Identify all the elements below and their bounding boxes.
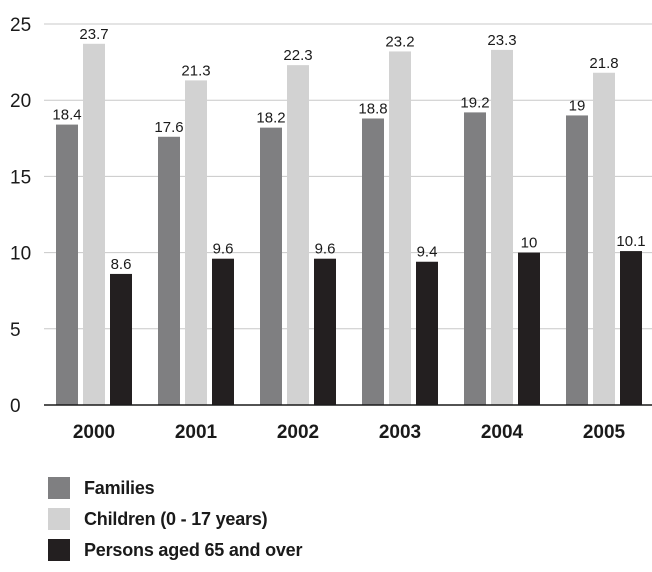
- legend-label-children: Children (0 - 17 years): [84, 508, 268, 529]
- bar-2005-s1: [593, 72, 615, 405]
- legend-swatch-persons-65-plus: [48, 539, 70, 561]
- data-label-2004-s1: 23.3: [487, 32, 516, 49]
- data-label-2002-s1: 22.3: [283, 47, 312, 64]
- x-tick-label-2005: 2005: [583, 422, 626, 440]
- bar-2003-s0: [362, 118, 384, 405]
- bars: [56, 43, 642, 406]
- bar-2001-s0: [158, 136, 180, 405]
- y-tick-label-10: 10: [10, 244, 31, 265]
- data-labels: 18.4 23.7 8.6 17.6 21.3 9.6 18.2 22.3 9.6 18.8 23.…: [52, 26, 645, 273]
- data-label-2003-s0: 18.8: [358, 100, 387, 117]
- legend-swatch-children: [48, 508, 70, 530]
- bar-2000-s0: [56, 124, 78, 406]
- bar-2004-s1: [491, 49, 513, 406]
- x-axis-ticks: 2000 2001 2002 2003 2004 2005: [73, 422, 626, 440]
- y-tick-label-15: 15: [10, 167, 31, 188]
- bar-2003-s2: [416, 261, 438, 405]
- legend-swatch-families: [48, 477, 70, 499]
- bar-2003-s1: [389, 51, 411, 405]
- data-label-2001-s1: 21.3: [181, 62, 210, 79]
- bar-2002-s0: [260, 127, 282, 405]
- x-tick-label-2004: 2004: [481, 422, 524, 440]
- data-label-2005-s1: 21.8: [589, 55, 618, 72]
- y-tick-label-20: 20: [10, 91, 31, 112]
- data-label-2000-s1: 23.7: [79, 26, 108, 43]
- legend-item-persons-65-plus: Persons aged 65 and over: [48, 538, 302, 562]
- bar-2002-s2: [314, 258, 336, 405]
- data-label-2003-s1: 23.2: [385, 33, 414, 50]
- bar-2001-s2: [212, 258, 234, 405]
- data-label-2000-s2: 8.6: [111, 256, 132, 273]
- legend-label-families: Families: [84, 477, 155, 498]
- bar-2002-s1: [287, 65, 309, 405]
- y-axis-ticks: 0 5 10 15 20 25: [10, 15, 31, 417]
- data-label-2001-s2: 9.6: [213, 241, 234, 258]
- bar-2005-s0: [566, 115, 588, 405]
- data-label-2001-s0: 17.6: [154, 119, 183, 136]
- legend: Families Children (0 - 17 years) Persons…: [48, 476, 302, 569]
- bar-2001-s1: [185, 80, 207, 405]
- bar-chart: 0 5 10 15 20 25 18.4 23.7 8.6 17.6 21.3 9.6 18.2 22.…: [10, 15, 652, 440]
- x-tick-label-2002: 2002: [277, 422, 319, 440]
- data-label-2002-s2: 9.6: [315, 241, 336, 258]
- legend-item-families: Families: [48, 476, 302, 500]
- y-tick-label-25: 25: [10, 15, 31, 36]
- bar-2000-s1: [83, 43, 105, 405]
- data-label-2004-s0: 19.2: [460, 94, 489, 111]
- data-label-2003-s2: 9.4: [417, 244, 438, 261]
- gridlines: [44, 23, 652, 330]
- y-tick-label-0: 0: [10, 396, 21, 417]
- legend-label-persons-65-plus: Persons aged 65 and over: [84, 539, 303, 560]
- bar-2005-s2: [620, 251, 642, 405]
- data-label-2005-s0: 19: [569, 97, 586, 114]
- data-label-2002-s0: 18.2: [256, 110, 285, 127]
- legend-item-children: Children (0 - 17 years): [48, 507, 302, 531]
- x-tick-label-2001: 2001: [175, 422, 218, 440]
- x-tick-label-2000: 2000: [73, 422, 115, 440]
- bar-2000-s2: [110, 273, 132, 405]
- x-tick-label-2003: 2003: [379, 422, 421, 440]
- bar-2004-s0: [464, 112, 486, 405]
- y-tick-label-5: 5: [10, 320, 21, 341]
- data-label-2000-s0: 18.4: [52, 107, 81, 124]
- data-label-2004-s2: 10: [521, 235, 538, 252]
- data-label-2005-s2: 10.1: [616, 233, 645, 250]
- bar-2004-s2: [518, 252, 540, 405]
